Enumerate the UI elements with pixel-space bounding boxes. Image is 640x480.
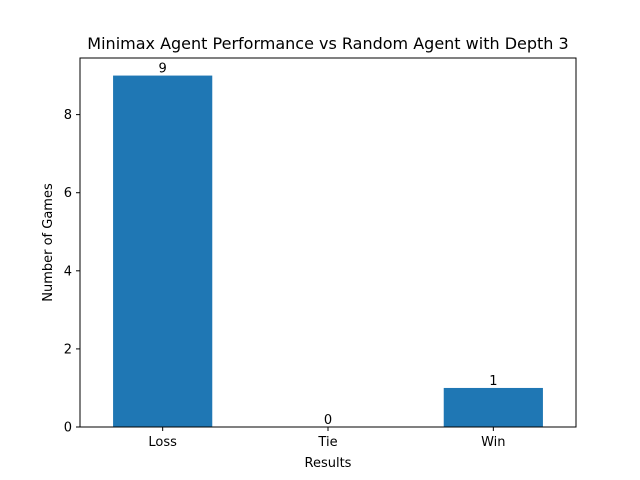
axes-frame [79,57,577,428]
x-tick-label-win: Win [481,435,505,450]
bar-value-label-loss: 9 [159,62,167,77]
x-axis-label: Results [305,456,352,471]
bar-win [443,387,543,427]
x-tick-label-tie: Tie [317,435,337,450]
y-axis-label: Number of Games [41,183,56,302]
y-axis-ticks: 0 2 4 6 8 [64,108,80,436]
y-tick-label-8: 8 [64,108,72,123]
bars [113,75,543,428]
x-tick-label-loss: Loss [148,435,177,450]
plot-area: 9 0 1 Loss Tie Win 0 2 4 6 8 [64,57,577,450]
y-tick-label-4: 4 [64,264,72,279]
y-tick-label-0: 0 [64,421,72,436]
bar-value-label-win: 1 [489,374,497,389]
y-tick-label-6: 6 [64,186,72,201]
bar-loss [113,75,213,428]
bar-value-label-tie: 0 [324,413,332,428]
chart-title: Minimax Agent Performance vs Random Agen… [87,34,568,53]
x-axis-ticks: Loss Tie Win [148,427,506,450]
bar-value-labels: 9 0 1 [159,62,498,428]
y-tick-label-2: 2 [64,342,72,357]
